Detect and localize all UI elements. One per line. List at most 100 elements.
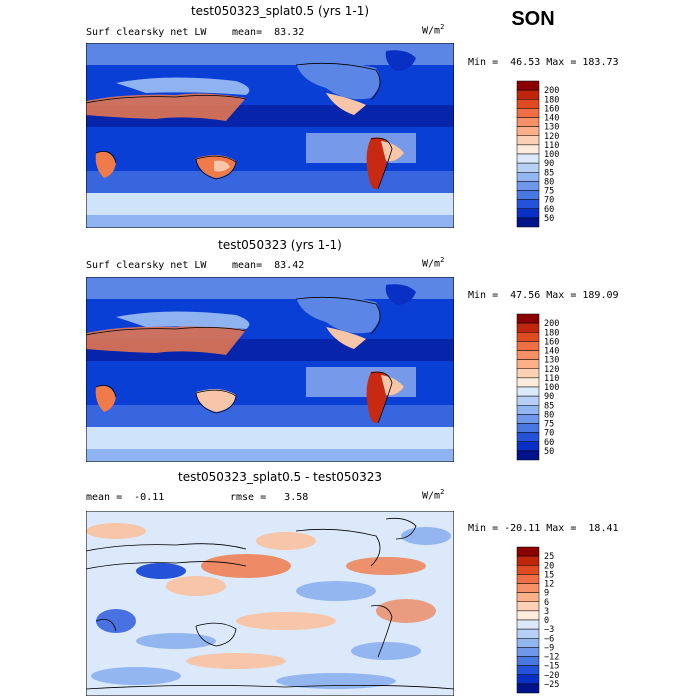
colorbar-swatch xyxy=(516,181,540,191)
colorbar-tick-label: 60 xyxy=(544,205,554,215)
colorbar-tick-label: 9 xyxy=(544,589,549,599)
colorbar-tick-label: −20 xyxy=(544,671,559,681)
colorbar-tick-label: 180 xyxy=(544,95,559,105)
colorbar-tick-label: 130 xyxy=(544,356,559,366)
colorbar-swatch xyxy=(516,172,540,182)
colorbar-swatch xyxy=(516,405,540,415)
colorbar-swatch xyxy=(516,80,540,91)
colorbar-swatch xyxy=(516,89,540,100)
colorbar-tick-label: 70 xyxy=(544,429,554,439)
colorbar-swatch xyxy=(516,153,540,164)
panel3-range: Min = -20.11 Max = 18.41 xyxy=(468,523,619,534)
colorbar-tick-label: 3 xyxy=(544,607,549,617)
colorbar-swatch xyxy=(516,377,540,388)
colorbar-tick-label: 160 xyxy=(544,337,559,347)
season-label: SON xyxy=(511,8,555,30)
colorbar-swatch xyxy=(516,359,540,369)
colorbar-swatch xyxy=(516,665,540,675)
panel1-title: test050323_splat0.5 (yrs 1-1) xyxy=(190,4,370,18)
colorbar-swatch xyxy=(516,108,540,118)
colorbar-tick-label: −15 xyxy=(544,662,559,672)
colorbar-tick-label: 60 xyxy=(544,438,554,448)
colorbar-swatch xyxy=(516,99,540,109)
panel1-map xyxy=(86,43,454,228)
colorbar-tick-label: 120 xyxy=(544,132,559,142)
colorbar-tick-label: 75 xyxy=(544,420,554,430)
colorbar-swatch xyxy=(516,350,540,360)
colorbar-tick-label: 90 xyxy=(544,159,554,169)
colorbar-tick-label: 110 xyxy=(544,141,559,151)
colorbar-tick-label: 200 xyxy=(544,86,559,96)
colorbar-tick-label: 75 xyxy=(544,187,554,197)
colorbar-swatch xyxy=(516,610,540,621)
colorbar-tick-label: 12 xyxy=(544,580,554,590)
colorbar-swatch xyxy=(516,190,540,200)
colorbar-tick-label: 25 xyxy=(544,552,554,562)
colorbar-tick-label: 85 xyxy=(544,401,554,411)
colorbar-swatch xyxy=(516,368,540,379)
colorbar-tick-label: 80 xyxy=(544,410,554,420)
colorbar-tick-label: 100 xyxy=(544,383,559,393)
colorbar-tick-label: 20 xyxy=(544,561,554,571)
colorbar-swatch xyxy=(516,601,540,612)
colorbar-tick-label: 180 xyxy=(544,328,559,338)
colorbar-swatch xyxy=(516,432,540,442)
colorbar-tick-label: −9 xyxy=(544,643,554,653)
colorbar-swatch xyxy=(516,656,540,666)
panel3-map xyxy=(86,511,454,696)
colorbar-swatch xyxy=(516,546,540,557)
panel3-title: test050323_splat0.5 - test050323 xyxy=(177,470,382,484)
colorbar-tick-label: 120 xyxy=(544,365,559,375)
colorbar-tick-label: 50 xyxy=(544,447,554,457)
colorbar-swatch xyxy=(516,217,540,228)
colorbar-tick-label: 80 xyxy=(544,177,554,187)
panel3-units: W/m2 xyxy=(422,488,445,502)
panel1-subtitle: Surf clearsky net LW xyxy=(86,27,207,38)
panel1-mean: mean= 83.32 xyxy=(232,27,305,38)
colorbar-swatch xyxy=(516,638,540,648)
colorbar-tick-label: −25 xyxy=(544,680,559,690)
colorbar-tick-label: 90 xyxy=(544,392,554,402)
colorbar-tick-label: −6 xyxy=(544,634,554,644)
colorbar-swatch xyxy=(516,565,540,575)
colorbar-tick-label: 140 xyxy=(544,114,559,124)
colorbar-swatch xyxy=(516,619,540,630)
colorbar-swatch xyxy=(516,674,540,685)
colorbar-swatch xyxy=(516,117,540,127)
colorbar-swatch xyxy=(516,441,540,452)
panel2-mean: mean= 83.42 xyxy=(232,260,305,271)
colorbar-swatch xyxy=(516,647,540,657)
colorbar-swatch xyxy=(516,341,540,351)
colorbar-tick-label: −3 xyxy=(544,625,554,635)
colorbar-swatch xyxy=(516,414,540,424)
colorbar-tick-label: 130 xyxy=(544,123,559,133)
colorbar-swatch xyxy=(516,126,540,136)
colorbar-swatch xyxy=(516,322,540,333)
colorbar-tick-label: 6 xyxy=(544,598,549,608)
panel3-rmse: rmse = 3.58 xyxy=(230,492,309,503)
colorbar-swatch xyxy=(516,683,540,694)
panel2-units: W/m2 xyxy=(422,256,445,270)
colorbar-swatch xyxy=(516,574,540,584)
panel2-title: test050323 (yrs 1-1) xyxy=(218,238,342,252)
colorbar-tick-label: 0 xyxy=(544,616,549,626)
colorbar-swatch xyxy=(516,628,540,639)
colorbar-swatch xyxy=(516,332,540,342)
colorbar-swatch xyxy=(516,162,540,173)
colorbar-tick-label: 70 xyxy=(544,196,554,206)
panel1-range: Min = 46.53 Max = 183.73 xyxy=(468,57,619,68)
colorbar-swatch xyxy=(516,144,540,155)
colorbar-tick-label: 15 xyxy=(544,570,554,580)
panel1-units: W/m2 xyxy=(422,23,445,37)
colorbar-swatch xyxy=(516,313,540,324)
colorbar-tick-label: 200 xyxy=(544,319,559,329)
colorbar-tick-label: 110 xyxy=(544,374,559,384)
colorbar-tick-label: 100 xyxy=(544,150,559,160)
colorbar-swatch xyxy=(516,450,540,461)
colorbar-swatch xyxy=(516,583,540,593)
colorbar-tick-label: 160 xyxy=(544,104,559,114)
colorbar-tick-label: 140 xyxy=(544,347,559,357)
